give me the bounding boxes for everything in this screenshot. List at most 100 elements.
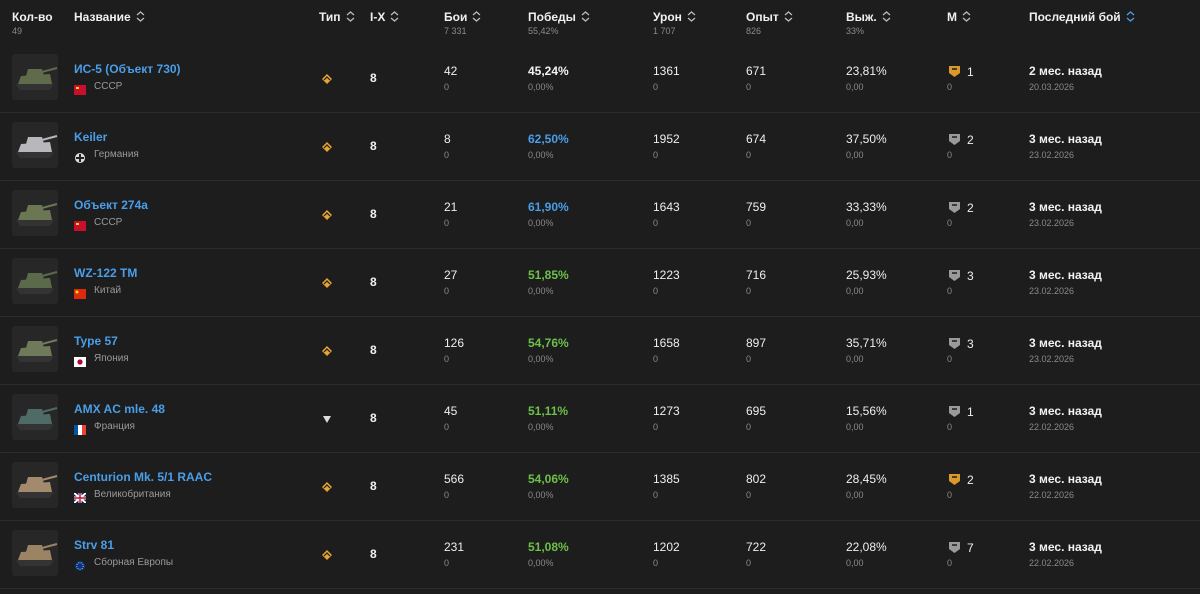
tank-icon	[16, 271, 58, 294]
sort-icon	[136, 11, 145, 22]
nation-flag	[74, 150, 86, 168]
wins: 51,11%	[528, 404, 569, 418]
sort-icon	[1126, 11, 1135, 22]
wins-delta: 0,00%	[528, 218, 554, 228]
battles: 42	[444, 64, 458, 78]
survival: 35,71%	[846, 336, 887, 350]
mastery: 7	[967, 541, 974, 555]
nation: Великобритания	[94, 489, 171, 500]
column-header[interactable]: Урон	[653, 10, 696, 24]
tank-icon	[16, 203, 58, 226]
column-header[interactable]: Тип	[319, 10, 355, 24]
column-header[interactable]: М	[947, 10, 971, 24]
xp: 695	[746, 404, 767, 418]
survival-delta: 0,00	[846, 286, 864, 296]
last-battle-date: 23.02.2026	[1029, 286, 1075, 296]
column-summary: 55,42%	[528, 26, 559, 36]
damage-delta: 0	[653, 82, 659, 92]
wins-delta: 0,00%	[528, 354, 554, 364]
battles: 566	[444, 472, 465, 486]
mastery-badge	[947, 64, 962, 83]
tier: 8	[370, 71, 377, 85]
vehicle-name[interactable]: WZ-122 TM	[74, 266, 138, 280]
type-icon	[321, 208, 333, 226]
nation: СССР	[94, 217, 123, 228]
mastery-badge	[947, 404, 962, 423]
tank-image	[12, 394, 58, 440]
damage-delta: 0	[653, 558, 659, 568]
vehicle-name[interactable]: Strv 81	[74, 538, 115, 552]
vehicle-name[interactable]: Keiler	[74, 130, 108, 144]
tier: 8	[370, 411, 377, 425]
table-row: Centurion Mk. 5/1 RAAC Великобритания 8 566…	[0, 453, 1200, 521]
table-row: Объект 274а СССР 8 21 0 61,90% 0,00% 1643 0 759 0 3…	[0, 181, 1200, 249]
battles-delta: 0	[444, 422, 450, 432]
xp-delta: 0	[746, 422, 752, 432]
last-battle: 3 мес. назад	[1029, 132, 1102, 146]
wins: 62,50%	[528, 132, 569, 146]
xp: 716	[746, 268, 767, 282]
nation-flag	[74, 82, 86, 100]
last-battle: 3 мес. назад	[1029, 268, 1102, 282]
xp: 897	[746, 336, 767, 350]
sort-icon	[962, 11, 971, 22]
column-header[interactable]: Бои	[444, 10, 481, 24]
mastery: 2	[967, 133, 974, 147]
wins: 51,08%	[528, 540, 569, 554]
column-header[interactable]: Последний бой	[1029, 10, 1135, 24]
survival-delta: 0,00	[846, 422, 864, 432]
battles: 21	[444, 200, 458, 214]
battles-delta: 0	[444, 354, 450, 364]
survival-delta: 0,00	[846, 558, 864, 568]
nation-flag	[74, 286, 86, 304]
damage: 1643	[653, 200, 680, 214]
column-header[interactable]: Победы	[528, 10, 590, 24]
column-header[interactable]: Опыт	[746, 10, 793, 24]
column-header[interactable]: I-X	[370, 10, 399, 24]
nation: Франция	[94, 421, 135, 432]
column-header[interactable]: Название	[74, 10, 145, 24]
nation-flag	[74, 422, 86, 440]
column-header[interactable]: Выж.	[846, 10, 891, 24]
battles: 45	[444, 404, 458, 418]
survival: 23,81%	[846, 64, 887, 78]
tier: 8	[370, 343, 377, 357]
damage-delta: 0	[653, 422, 659, 432]
damage: 1202	[653, 540, 680, 554]
vehicle-name[interactable]: ИС-5 (Объект 730)	[74, 62, 181, 76]
battles: 8	[444, 132, 451, 146]
sort-icon	[346, 11, 354, 22]
tank-icon	[16, 135, 58, 158]
last-battle: 3 мес. назад	[1029, 200, 1102, 214]
tank-icon	[16, 475, 58, 498]
mastery-badge	[947, 472, 962, 491]
damage: 1223	[653, 268, 680, 282]
column-header: Кол-во	[12, 10, 53, 24]
xp-delta: 0	[746, 82, 752, 92]
last-battle-date: 22.02.2026	[1029, 422, 1075, 432]
survival: 22,08%	[846, 540, 887, 554]
vehicle-name[interactable]: AMX AC mle. 48	[74, 402, 165, 416]
tank-icon	[16, 67, 58, 90]
type-icon	[321, 72, 333, 90]
mastery-delta: 0	[947, 422, 953, 432]
vehicle-name[interactable]: Centurion Mk. 5/1 RAAC	[74, 470, 213, 484]
column-summary: 826	[746, 26, 762, 36]
tier: 8	[370, 207, 377, 221]
battles-delta: 0	[444, 218, 450, 228]
wins-delta: 0,00%	[528, 286, 554, 296]
type-icon	[321, 276, 333, 294]
vehicle-name[interactable]: Type 57	[74, 334, 118, 348]
xp-delta: 0	[746, 490, 752, 500]
sort-icon	[472, 11, 481, 22]
vehicle-name[interactable]: Объект 274а	[74, 198, 148, 212]
column-summary: 7 331	[444, 26, 467, 36]
nation: СССР	[94, 81, 123, 92]
battles-delta: 0	[444, 150, 450, 160]
tank-icon	[16, 407, 58, 430]
tank-icon	[16, 339, 58, 362]
nation: Сборная Европы	[94, 557, 174, 568]
last-battle-date: 20.03.2026	[1029, 82, 1075, 92]
survival: 25,93%	[846, 268, 887, 282]
